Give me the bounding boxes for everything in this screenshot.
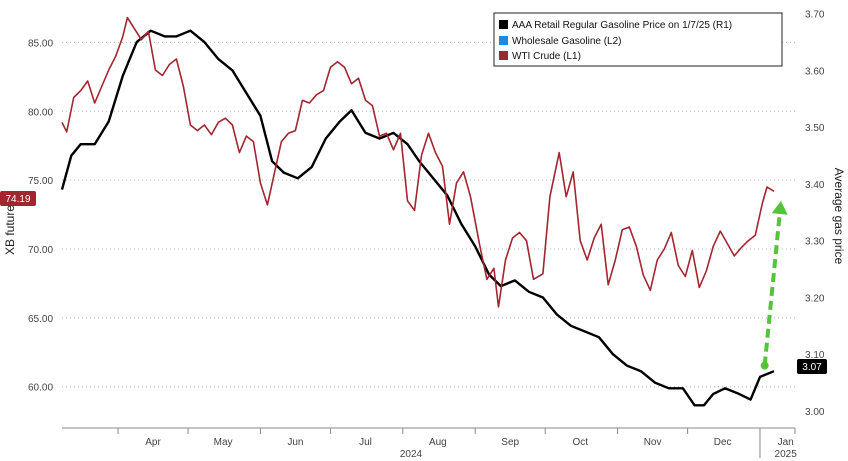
left-tick-label: 75.00 xyxy=(28,176,53,187)
right-tag-box xyxy=(797,359,827,374)
x-tick-label: Nov xyxy=(644,437,662,448)
left-axis-ticks: 60.00 65.00 70.00 75.00 80.00 85.00 xyxy=(28,38,53,393)
x-axis: Apr May Jun Jul Aug Sep Oct Nov Dec Jan 2024 2025 xyxy=(62,427,798,460)
right-tick-label: 3.70 xyxy=(805,10,825,21)
right-last-value-tag: 3.07 xyxy=(797,359,827,374)
right-tick-label: 3.00 xyxy=(805,407,825,418)
left-axis-title: XB futures xyxy=(3,199,17,255)
right-axis-ticks: 3.00 3.10 3.20 3.30 3.40 3.50 3.60 3.70 xyxy=(805,10,825,418)
right-tick-label: 3.20 xyxy=(805,293,825,304)
legend-swatch-wti xyxy=(499,51,508,60)
x-tick-label: Oct xyxy=(572,437,588,448)
legend-box xyxy=(493,12,783,67)
wti-crude-line xyxy=(61,16,775,308)
legend-item-wti: WTI Crude (L1) xyxy=(512,51,581,62)
right-tick-label: 3.60 xyxy=(805,66,825,77)
x-tick-label: May xyxy=(214,437,233,448)
left-tick-label: 65.00 xyxy=(28,314,53,325)
right-axis-title: Average gas price xyxy=(832,168,846,265)
x-tick-label: Jan xyxy=(778,437,794,448)
grid-lines xyxy=(62,41,795,388)
year-label-2024: 2024 xyxy=(400,449,423,460)
right-tick-label: 3.50 xyxy=(805,123,825,134)
left-tick-label: 80.00 xyxy=(28,107,53,118)
trend-arrow-head xyxy=(771,200,788,215)
legend-item-wholesale: Wholesale Gasoline (L2) xyxy=(512,36,622,47)
left-last-value-tag: 74.19 xyxy=(0,191,36,206)
right-tick-label: 3.30 xyxy=(805,237,825,248)
left-tick-label: 85.00 xyxy=(28,38,53,49)
annotation-layer xyxy=(760,200,788,370)
left-tag-value: 74.19 xyxy=(5,194,30,205)
right-tick-label: 3.40 xyxy=(805,180,825,191)
legend-swatch-wholesale xyxy=(499,36,508,45)
legend-item-aaa: AAA Retail Regular Gasoline Price on 1/7… xyxy=(512,20,732,31)
right-tick-label: 3.10 xyxy=(805,350,825,361)
legend-swatch-aaa xyxy=(499,20,508,29)
series-layer xyxy=(60,16,775,407)
left-tick-label: 70.00 xyxy=(28,245,53,256)
x-tick-label: Jun xyxy=(287,437,303,448)
x-tick-label: Dec xyxy=(714,437,732,448)
x-tick-label: Sep xyxy=(501,437,519,448)
trend-arrow-shaft xyxy=(762,213,782,366)
legend: AAA Retail Regular Gasoline Price on 1/7… xyxy=(493,12,783,67)
aaa-gasoline-line xyxy=(60,29,775,407)
left-tag-box xyxy=(0,191,36,206)
right-tag-value: 3.07 xyxy=(802,362,822,373)
x-tick-label: Jul xyxy=(359,437,372,448)
x-tick-label: Apr xyxy=(145,437,161,448)
left-tick-label: 60.00 xyxy=(28,383,53,394)
x-tick-label: Aug xyxy=(429,437,447,448)
year-label-2025: 2025 xyxy=(775,449,798,460)
